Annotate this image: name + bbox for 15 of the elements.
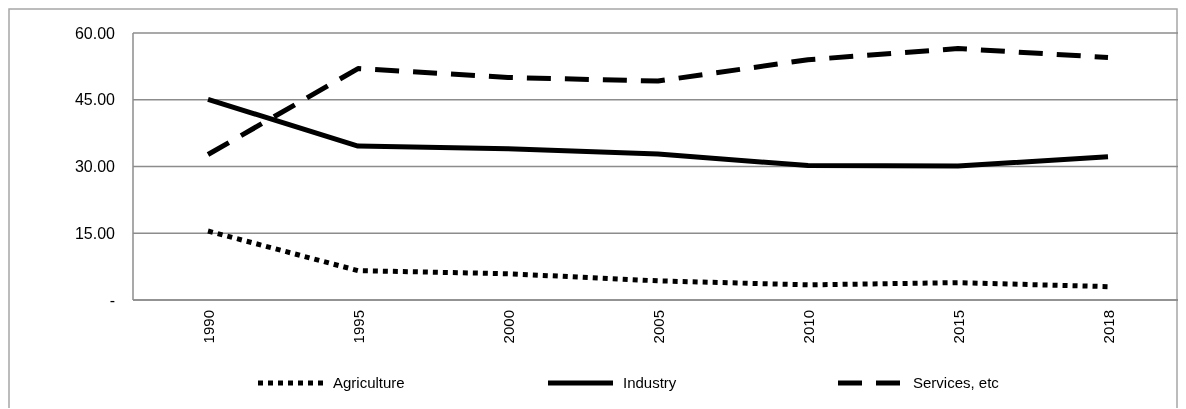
y-tick-label: 45.00 [74,91,116,109]
x-tick-label: 2015 [950,310,967,344]
legend-label: Industry [623,374,677,392]
y-tick-label: 60.00 [74,24,116,42]
y-tick-label: - [109,291,115,309]
x-tick-label: 1995 [350,310,367,344]
x-tick-label: 1990 [200,310,217,344]
x-tick-label: 2005 [650,310,667,344]
y-tick-label: 15.00 [74,224,116,242]
x-tick-label: 2010 [800,310,817,344]
x-tick-label: 2000 [500,310,517,344]
legend-label: Agriculture [333,374,405,392]
legend-label: Services, etc [913,374,1000,392]
y-tick-label: 30.00 [74,158,116,176]
x-tick-label: 2018 [1100,310,1117,344]
